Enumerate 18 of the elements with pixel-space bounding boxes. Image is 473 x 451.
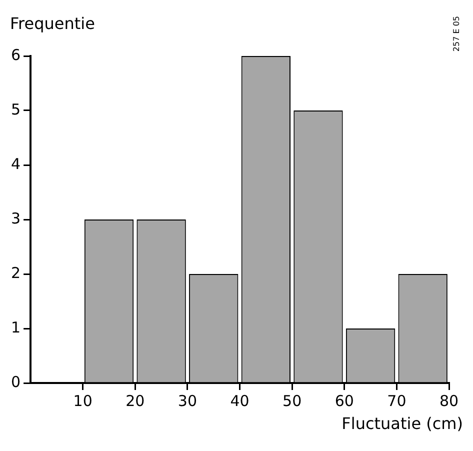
y-tick-label: 2 [10, 264, 21, 282]
x-tick-label: 50 [282, 392, 302, 410]
x-tick-label: 10 [73, 392, 92, 410]
x-tick-label: 60 [334, 392, 354, 410]
x-tick-label: 30 [178, 392, 198, 410]
y-tick-label: 3 [10, 209, 21, 228]
text: 257 E 05 [452, 16, 461, 52]
y-tick-label: 6 [10, 46, 21, 64]
x-tick-label: 20 [126, 392, 145, 410]
x-tick-label: 80 [439, 392, 459, 410]
y-axis-title: Frequentie [10, 14, 95, 33]
y-tick-label: 4 [10, 154, 21, 173]
x-axis-title: Fluctuatie (cm) [342, 414, 463, 433]
y-tick-label: 5 [10, 100, 21, 118]
y-tick-label: 1 [10, 318, 21, 336]
x-tick-label: 70 [387, 392, 406, 410]
y-tick-label: 0 [10, 372, 21, 391]
x-tick-label: 40 [230, 392, 250, 410]
